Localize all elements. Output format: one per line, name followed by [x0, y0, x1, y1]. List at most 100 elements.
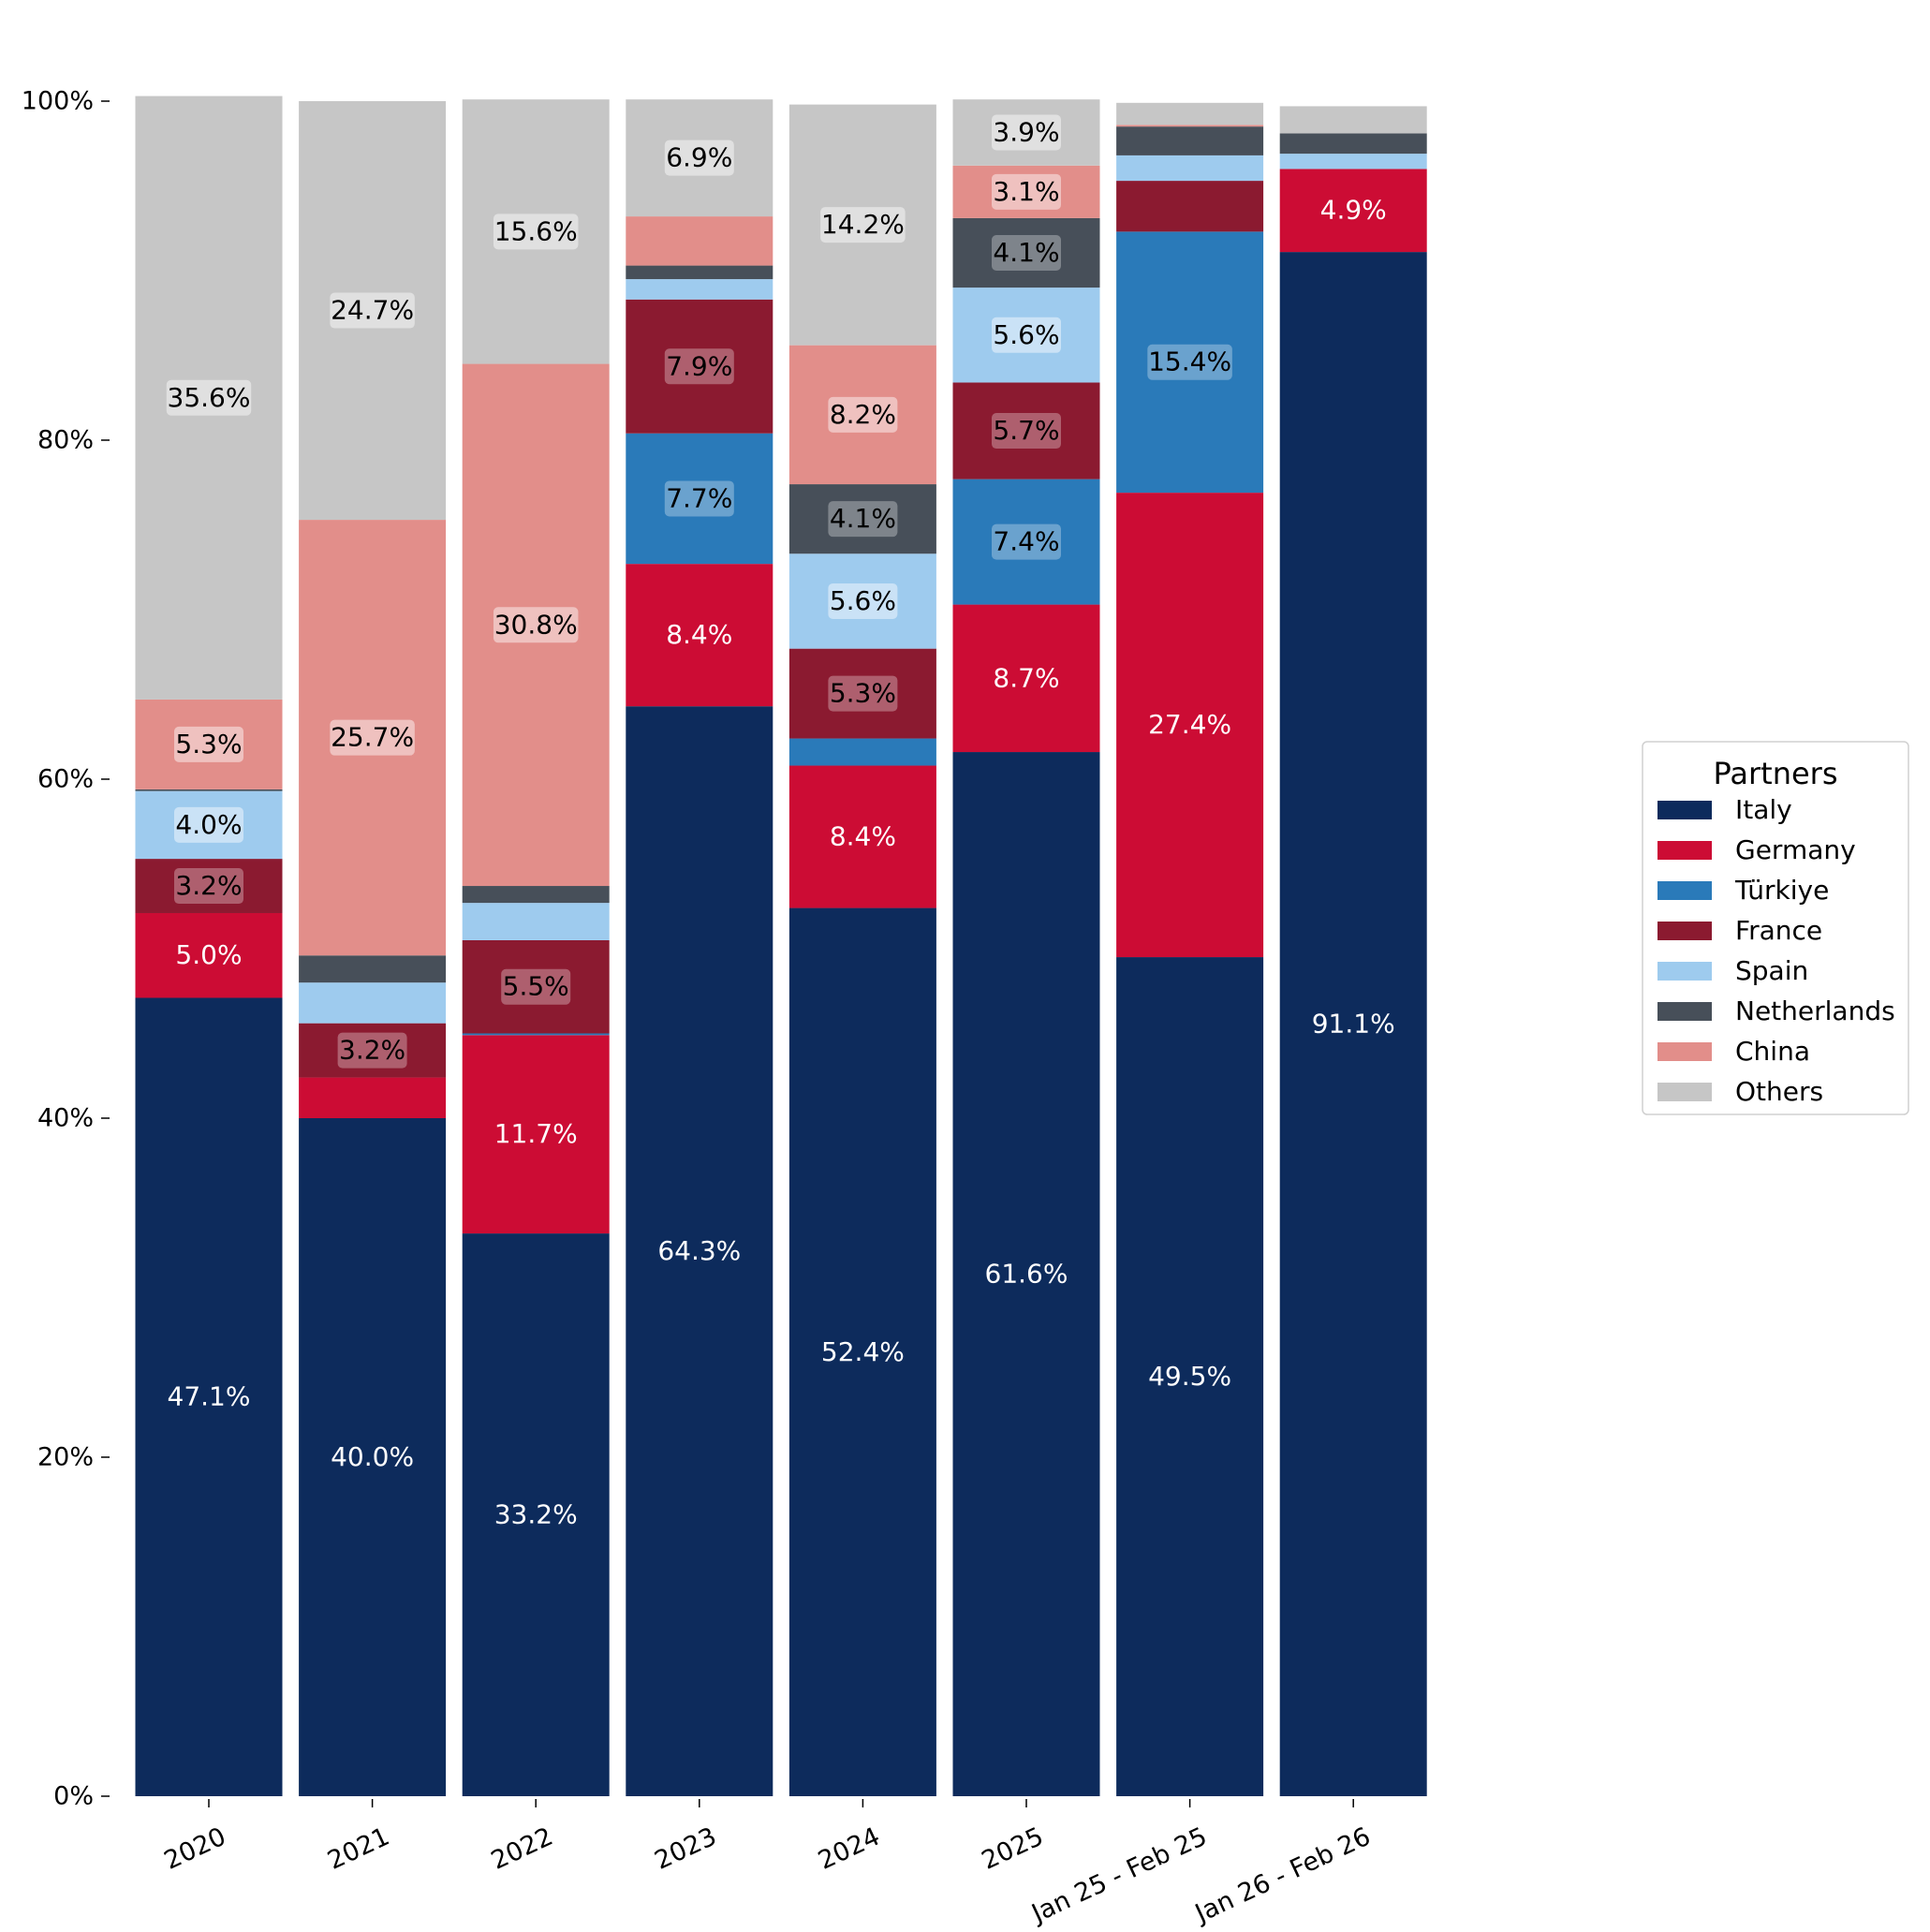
bar-segment-spain-1 [299, 982, 447, 1024]
y-tick-label: 40% [37, 1104, 94, 1133]
bar-label-badge [174, 726, 243, 762]
bar-segment-netherlands-6 [1116, 126, 1264, 155]
bar-segment-others-4 [788, 104, 936, 346]
bar-label-france-0: 3.2% [174, 868, 243, 905]
bar-segment-türkiye-4 [788, 738, 936, 766]
bar-label-text: 40.0% [331, 1441, 414, 1472]
bar-segment-türkiye-3 [626, 433, 773, 565]
bar-label-text: 5.5% [503, 971, 569, 1002]
bar-label-text: 8.4% [830, 821, 896, 852]
bar-segment-germany-0 [135, 912, 283, 998]
bar-label-badge [992, 173, 1061, 210]
bar-label-badge [337, 1032, 407, 1069]
bar-label-china-5: 3.1% [992, 173, 1061, 210]
x-tick-label: 2024 [814, 1822, 884, 1876]
bar-segment-china-1 [299, 520, 447, 956]
bar-label-text: 3.1% [993, 176, 1059, 207]
bar-label-france-4: 5.3% [828, 675, 898, 712]
bar-label-text: 5.6% [830, 585, 896, 616]
bar-label-badge [828, 396, 898, 433]
bar-label-text: 5.6% [993, 319, 1059, 350]
bar-label-badge [828, 501, 898, 538]
bar-label-italy-1: 40.0% [331, 1441, 414, 1472]
bar-label-germany-3: 8.4% [666, 619, 732, 650]
bar-label-china-2: 30.8% [493, 607, 579, 643]
bar-label-text: 4.1% [993, 237, 1059, 268]
legend-swatch [1657, 1083, 1712, 1101]
bar-label-china-1: 25.7% [330, 719, 415, 756]
bar-segment-china-0 [135, 699, 283, 789]
bar-label-badge [174, 806, 243, 843]
bar-label-text: 6.9% [666, 142, 732, 173]
x-tick-label: 2021 [323, 1822, 393, 1876]
bar-label-badge [166, 379, 252, 416]
bar-label-others-2: 15.6% [493, 214, 579, 250]
bar-label-germany-6: 27.4% [1148, 709, 1231, 740]
bar-segment-others-0 [135, 96, 283, 700]
bar-label-text: 3.2% [339, 1035, 405, 1066]
bar-segment-spain-3 [626, 279, 773, 300]
bar-label-text: 14.2% [821, 209, 905, 240]
bar-segment-germany-7 [1279, 169, 1427, 253]
bar-label-text: 5.7% [993, 415, 1059, 446]
bar-label-türkiye-3: 7.7% [664, 480, 734, 517]
legend-label: France [1735, 915, 1822, 946]
bar-label-türkiye-6: 15.4% [1147, 344, 1232, 380]
bar-label-badge [1147, 344, 1232, 380]
bar-label-germany-4: 8.4% [830, 821, 896, 852]
bar-label-spain-4: 5.6% [828, 583, 898, 619]
legend-swatch [1657, 841, 1712, 860]
legend-item-netherlands: Netherlands [1657, 995, 1895, 1026]
bar-label-badge [174, 868, 243, 905]
bar-segment-others-5 [952, 99, 1100, 166]
bar-label-badge [493, 607, 579, 643]
bar-label-text: 52.4% [821, 1336, 905, 1367]
bar-segment-china-6 [1116, 125, 1264, 127]
legend-swatch [1657, 881, 1712, 900]
legend-item-others: Others [1657, 1076, 1823, 1107]
bar-label-text: 33.2% [494, 1499, 578, 1530]
legend-items: Italy Germany Türkiye France Spain Netherland… [1657, 794, 1895, 1107]
bar-segment-spain-7 [1279, 154, 1427, 170]
bar-segment-germany-6 [1116, 493, 1264, 958]
x-tick-label: Jan 25 - Feb 25 [1025, 1822, 1211, 1927]
bar-label-germany-7: 4.9% [1320, 195, 1387, 226]
legend: Partners Italy Germany Türkiye France Spain N… [1642, 741, 1909, 1115]
bar-segment-netherlands-3 [626, 265, 773, 280]
bar-segment-germany-2 [462, 1035, 610, 1234]
bar-label-france-1: 3.2% [337, 1032, 407, 1069]
bar-segment-germany-3 [626, 564, 773, 707]
legend-frame [1642, 741, 1909, 1115]
bar-segment-others-2 [462, 99, 610, 364]
bar-label-text: 4.1% [830, 503, 896, 534]
bar-segment-others-6 [1116, 102, 1264, 125]
bar-label-badge [992, 234, 1061, 271]
x-tick-label: 2022 [487, 1822, 557, 1876]
bar-label-text: 47.1% [168, 1381, 251, 1412]
bar-segment-germany-4 [788, 765, 936, 908]
legend-item-germany: Germany [1657, 834, 1856, 865]
bar-label-italy-4: 52.4% [821, 1336, 905, 1367]
bar-label-italy-3: 64.3% [657, 1235, 741, 1266]
bar-label-badge [828, 675, 898, 712]
bar-label-text: 3.9% [993, 116, 1059, 147]
bar-label-türkiye-5: 7.4% [992, 524, 1061, 560]
bar-segment-china-5 [952, 165, 1100, 218]
legend-item-china: China [1657, 1036, 1810, 1067]
bar-label-china-0: 5.3% [174, 726, 243, 762]
bar-label-text: 8.7% [993, 662, 1059, 693]
legend-item-france: France [1657, 915, 1822, 946]
bar-label-text: 30.8% [494, 609, 578, 640]
bar-label-others-4: 14.2% [820, 207, 906, 243]
legend-item-türkiye: Türkiye [1657, 875, 1829, 906]
bar-label-text: 64.3% [657, 1235, 741, 1266]
bar-label-text: 61.6% [985, 1259, 1068, 1290]
bar-label-text: 91.1% [1312, 1009, 1395, 1040]
bar-segment-netherlands-1 [299, 955, 447, 983]
bar-label-text: 5.0% [175, 939, 242, 970]
bar-segment-france-1 [299, 1023, 447, 1078]
y-tick-label: 20% [37, 1443, 94, 1472]
x-tick-label: 2025 [978, 1822, 1048, 1876]
bar-label-text: 4.0% [175, 809, 242, 840]
